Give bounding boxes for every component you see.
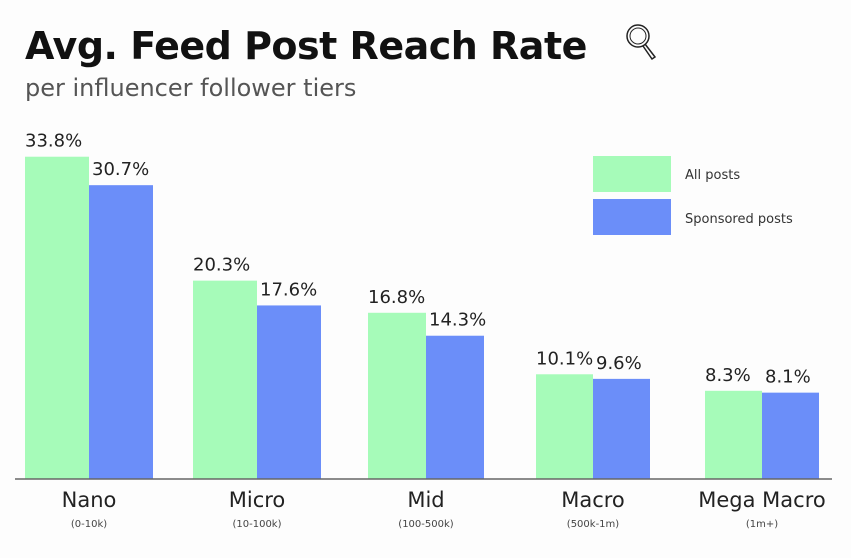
- category-sublabel: (500k-1m): [567, 519, 619, 530]
- bar-all-micro: [193, 280, 257, 479]
- legend-swatch-sponsored-posts: [593, 199, 671, 235]
- category-label: Macro: [561, 488, 625, 512]
- data-label: 14.3%: [429, 310, 486, 331]
- magnifying-glass-icon: [626, 24, 657, 61]
- chart-title: Avg. Feed Post Reach Rate: [25, 24, 587, 68]
- bar-sponsored-mega-macro: [762, 392, 819, 479]
- bar-sponsored-nano: [89, 185, 153, 479]
- bar-all-mid: [368, 312, 426, 479]
- data-label: 17.6%: [260, 279, 317, 300]
- data-label: 30.7%: [92, 159, 149, 180]
- data-label: 16.8%: [368, 287, 425, 308]
- category-label: Micro: [229, 488, 286, 512]
- legend-label-all-posts: All posts: [685, 168, 741, 183]
- category-sublabel: (1m+): [746, 519, 778, 530]
- category-sublabel: (0-10k): [71, 519, 107, 530]
- category-label: Mega Macro: [698, 488, 825, 512]
- data-label: 20.3%: [193, 255, 250, 276]
- legend-label-sponsored-posts: Sponsored posts: [685, 212, 793, 227]
- data-label: 9.6%: [596, 353, 642, 374]
- data-label: 10.1%: [536, 348, 593, 369]
- data-label: 8.1%: [765, 367, 811, 388]
- bar-all-macro: [536, 374, 593, 479]
- data-label: 8.3%: [705, 365, 751, 386]
- category-sublabel: (100-500k): [398, 519, 453, 530]
- category-label: Nano: [62, 488, 117, 512]
- bar-all-mega-macro: [705, 390, 762, 479]
- bar-sponsored-mid: [426, 335, 484, 479]
- bar-sponsored-macro: [593, 378, 650, 479]
- data-label: 33.8%: [25, 131, 82, 152]
- bar-all-nano: [25, 156, 89, 479]
- legend-swatch-all-posts: [593, 156, 671, 192]
- bar-sponsored-micro: [257, 305, 321, 479]
- category-sublabel: (10-100k): [232, 519, 281, 530]
- chart-subtitle: per influencer follower tiers: [25, 74, 357, 102]
- category-label: Mid: [407, 488, 444, 512]
